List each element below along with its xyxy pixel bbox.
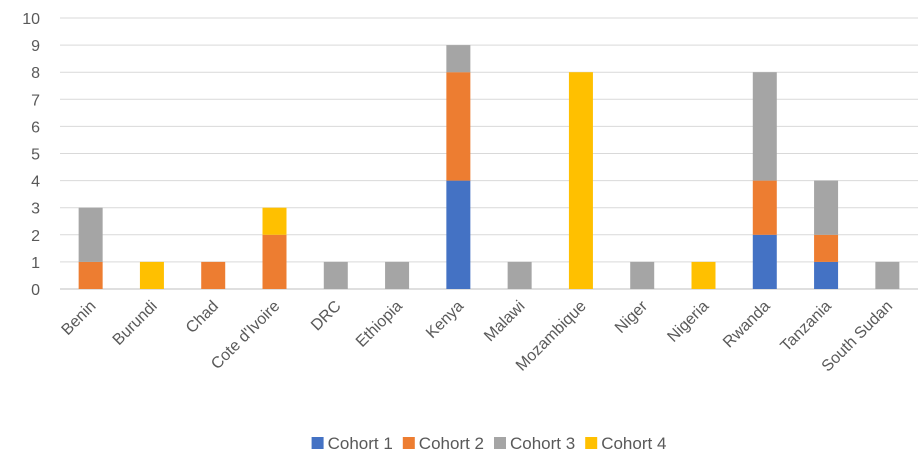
x-tick-label: Tanzania xyxy=(778,298,835,355)
bar-cohort-4-cote-d-ivoire xyxy=(262,207,287,235)
legend-item-cohort-1: Cohort 1 xyxy=(311,434,393,453)
bar-cohort-3-ethiopia xyxy=(385,261,410,289)
bar-cohort-3-tanzania xyxy=(814,180,839,235)
legend-item-cohort-4: Cohort 4 xyxy=(585,434,666,453)
x-tick-label: Chad xyxy=(183,298,222,337)
y-tick-label: 0 xyxy=(31,282,40,299)
x-tick-label: Benin xyxy=(59,298,100,339)
legend-item-cohort-3: Cohort 3 xyxy=(494,434,575,453)
y-tick-label: 6 xyxy=(31,119,40,136)
legend-label: Cohort 3 xyxy=(510,434,575,453)
legend-label: Cohort 2 xyxy=(419,434,484,453)
y-tick-label: 10 xyxy=(22,11,40,28)
y-tick-label: 4 xyxy=(31,174,40,191)
y-tick-label: 2 xyxy=(31,228,40,245)
x-tick-label: Ethiopia xyxy=(353,298,406,351)
legend-swatch xyxy=(402,437,415,449)
legend: Cohort 1 Cohort 2 Cohort 3 Cohort 4 xyxy=(311,434,666,453)
legend-swatch xyxy=(311,437,324,449)
y-tick-label: 7 xyxy=(31,92,40,109)
bar-cohort-4-mozambique xyxy=(568,72,593,289)
legend-swatch xyxy=(585,437,598,449)
legend-label: Cohort 1 xyxy=(328,434,393,453)
x-tick-label: DRC xyxy=(308,298,345,335)
bar-cohort-3-niger xyxy=(630,261,655,289)
bar-cohort-3-rwanda xyxy=(752,72,777,181)
y-tick-label: 5 xyxy=(31,147,40,164)
bar-cohort-4-nigeria xyxy=(691,261,716,289)
y-tick-label: 3 xyxy=(31,201,40,218)
x-tick-label: Nigeria xyxy=(664,298,712,346)
bar-cohort-1-tanzania xyxy=(814,261,839,289)
y-tick-label: 8 xyxy=(31,65,40,82)
x-tick-label: Rwanda xyxy=(720,298,774,352)
gridlines xyxy=(60,17,918,290)
bar-cohort-4-burundi xyxy=(139,261,164,289)
bar-cohort-2-cote-d-ivoire xyxy=(262,234,287,289)
bars xyxy=(78,45,900,289)
bar-cohort-1-rwanda xyxy=(752,234,777,289)
y-tick-label: 1 xyxy=(31,255,40,272)
bar-cohort-3-south-sudan xyxy=(875,261,900,289)
bar-cohort-2-benin xyxy=(78,261,103,289)
legend-item-cohort-2: Cohort 2 xyxy=(402,434,484,453)
bar-cohort-3-benin xyxy=(78,207,103,262)
bar-cohort-2-kenya xyxy=(446,72,471,181)
x-tick-label: Malawi xyxy=(481,298,528,345)
bar-cohort-1-kenya xyxy=(446,180,471,289)
bar-cohort-2-tanzania xyxy=(814,234,839,262)
y-tick-label: 9 xyxy=(31,38,40,55)
x-tick-label: Niger xyxy=(612,297,652,337)
bar-cohort-2-chad xyxy=(201,261,226,289)
legend-label: Cohort 4 xyxy=(601,434,666,453)
bar-cohort-2-rwanda xyxy=(752,180,777,235)
bar-cohort-3-drc xyxy=(323,261,348,289)
legend-swatch xyxy=(494,437,506,449)
x-tick-label: Kenya xyxy=(423,298,467,342)
x-tick-label: Burundi xyxy=(110,298,161,349)
bar-cohort-3-malawi xyxy=(507,261,532,289)
bar-cohort-3-kenya xyxy=(446,45,471,73)
